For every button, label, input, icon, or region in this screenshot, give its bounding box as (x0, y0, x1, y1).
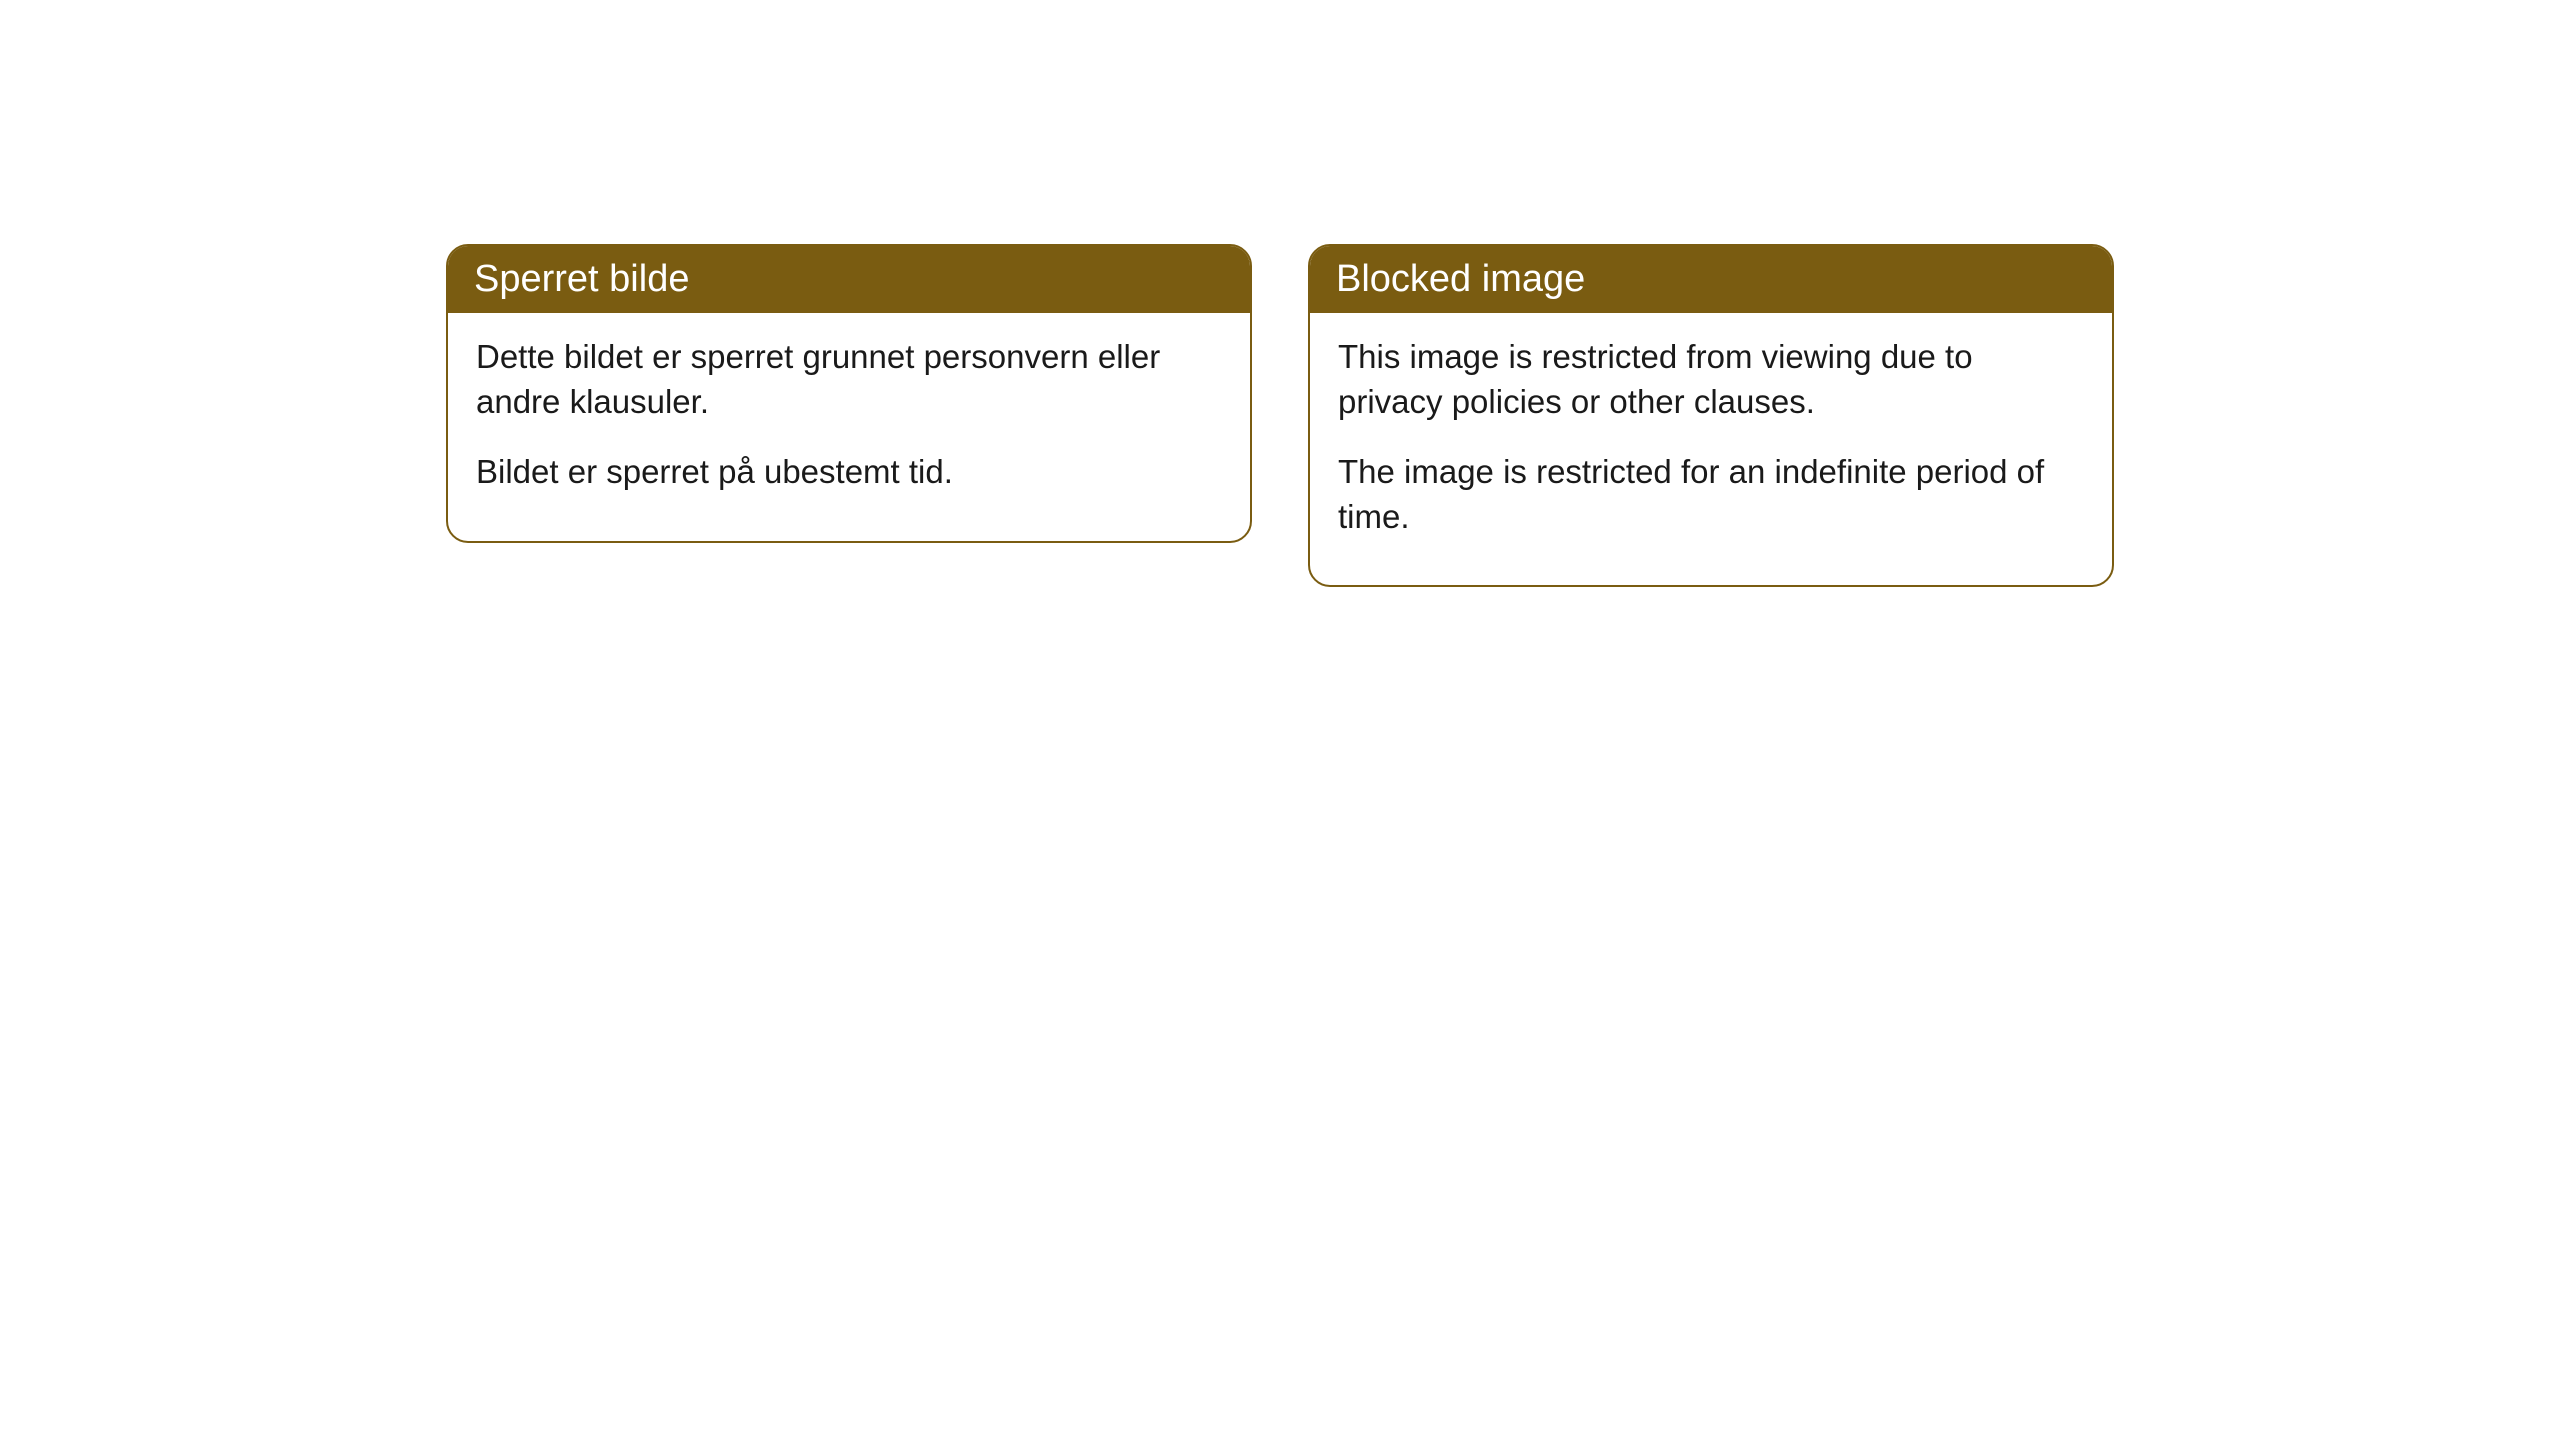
blocked-image-card-no: Sperret bilde Dette bildet er sperret gr… (446, 244, 1252, 543)
card-title-en: Blocked image (1310, 246, 2112, 313)
card-title-no: Sperret bilde (448, 246, 1250, 313)
card-body-en: This image is restricted from viewing du… (1310, 313, 2112, 585)
card-body-no: Dette bildet er sperret grunnet personve… (448, 313, 1250, 541)
blocked-image-card-en: Blocked image This image is restricted f… (1308, 244, 2114, 587)
card-paragraph-2-en: The image is restricted for an indefinit… (1338, 450, 2084, 539)
card-paragraph-1-no: Dette bildet er sperret grunnet personve… (476, 335, 1222, 424)
card-paragraph-2-no: Bildet er sperret på ubestemt tid. (476, 450, 1222, 495)
card-paragraph-1-en: This image is restricted from viewing du… (1338, 335, 2084, 424)
cards-container: Sperret bilde Dette bildet er sperret gr… (446, 244, 2114, 1440)
